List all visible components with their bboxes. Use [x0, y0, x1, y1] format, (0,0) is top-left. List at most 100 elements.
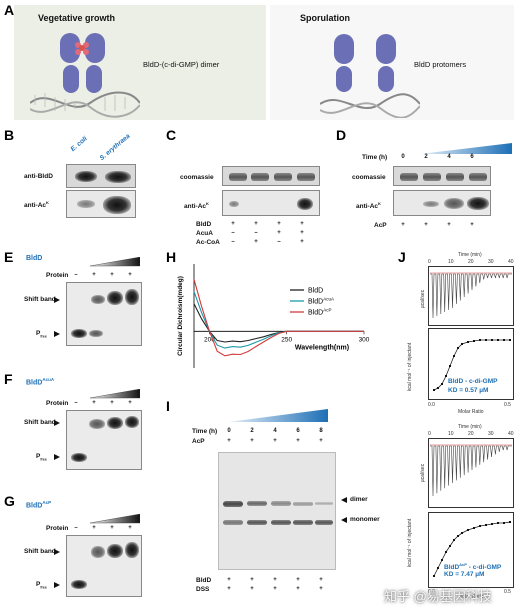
f-shift-arrow: [54, 420, 60, 426]
itc-fit-point: [503, 339, 505, 341]
panel-a-right-title: Sporulation: [300, 13, 350, 23]
panel-label-d: D: [336, 127, 347, 143]
i-time-label: Time (h): [192, 428, 218, 435]
j-time-tick: 20: [468, 259, 474, 265]
protein-value: +: [92, 525, 96, 531]
j-top-name: BldD - c-di-GMP: [448, 378, 498, 385]
d-time-value: 6: [470, 154, 474, 160]
j-bottom-name-rest: - c-di-GMP: [466, 564, 502, 572]
j-bottom-raw-trace: [430, 444, 512, 497]
panel-a-left-title: Vegetative growth: [38, 13, 116, 23]
cd-series-line: [193, 279, 364, 357]
protein-value: +: [92, 272, 96, 278]
i-time-value: 4: [273, 428, 277, 434]
f-title-text: BldD: [26, 379, 43, 387]
e-pfree-arrow: [54, 331, 60, 337]
j-bottom-ratio-0: 0.0: [428, 589, 435, 595]
i-cell: +: [319, 577, 323, 583]
protein-value: +: [128, 525, 132, 531]
itc-fit-point: [461, 343, 463, 345]
j-bottom-name: BldDAcP - c-di-GMP: [444, 562, 501, 571]
cd-x-tick-label: 300: [359, 336, 370, 343]
itc-fit-point: [445, 375, 447, 377]
d-acp-value: +: [401, 222, 405, 228]
e-title: BldD: [26, 255, 43, 262]
cd-legend-label: BldDAcP: [308, 308, 331, 317]
j-top-bottom-xlabel: Molar Ratio: [458, 409, 484, 415]
g-shift-label: Shift band: [24, 548, 56, 555]
panel-a-right-caption: BldD protomers: [414, 60, 467, 69]
f-pfree-arrow: [54, 454, 60, 460]
f-pfree-text: P: [36, 453, 41, 460]
cd-legend-sup: AcP: [323, 308, 331, 313]
itc-fit-point: [473, 340, 475, 342]
i-cell: +: [296, 586, 300, 592]
itc-fit-point: [497, 522, 499, 524]
c-cell: +: [277, 221, 281, 227]
f-title-sup: AcuA: [42, 377, 55, 382]
dna-protomers-illustration: [320, 34, 420, 118]
g-gel: [66, 535, 142, 597]
cd-series-line: [193, 303, 364, 343]
itc-fit-point: [479, 339, 481, 341]
b-blot-bldd: [66, 164, 136, 188]
itc-fit-point: [491, 523, 493, 525]
c-row-name: BldD: [196, 221, 212, 228]
c-cell: +: [300, 239, 304, 245]
j-bottom-ylabel-fit: kcal mol⁻¹ of injectant: [407, 518, 414, 568]
j-time-tick: 0: [428, 431, 431, 437]
e-pfree-text: P: [36, 330, 41, 337]
i-monomer-arrow: [341, 517, 347, 523]
j-time-tick: 10: [448, 259, 454, 265]
itc-fit-point: [449, 545, 451, 547]
i-time-value: 2: [250, 428, 254, 434]
b-col-ecoli: E. coli: [69, 135, 89, 153]
f-gradient-triangle: [90, 389, 140, 399]
d-time-value: 0: [401, 154, 405, 160]
j-top-xlabel: Time (min): [458, 252, 482, 258]
protein-value: –: [74, 525, 78, 531]
j-bottom-name-sup: AcP: [459, 562, 467, 567]
c-row-name: Ac-CoA: [196, 239, 220, 246]
itc-raw-path: [430, 273, 512, 319]
d-time-value: 4: [447, 154, 451, 160]
protein-value: +: [110, 525, 114, 531]
g-title: BldDAcP: [26, 500, 51, 509]
j-top-fit-curve: [433, 339, 511, 391]
itc-fit-point: [509, 521, 511, 523]
cd-chart: 200 250 300 Wavelength(nm) Circular Dichrois…: [177, 264, 370, 368]
j-bottom-raw-box: [428, 438, 514, 508]
protein-value: +: [110, 400, 114, 406]
itc-fit-point: [433, 575, 435, 577]
d-acp-value: +: [470, 222, 474, 228]
b-row-anti-ac: anti-AcK: [24, 200, 49, 210]
itc-bottom: 0 10 20 30 40 Time (min) BldDAcP - c-di-GMP …: [428, 424, 514, 600]
cd-legend-sup: AcuA: [323, 297, 334, 302]
protein-value: –: [74, 272, 78, 278]
itc-fit-point: [509, 339, 511, 341]
c-blot-coomassie: [222, 166, 320, 186]
itc-fit-point: [503, 522, 505, 524]
i-cell: +: [227, 586, 231, 592]
i-acp-value: +: [227, 438, 231, 444]
j-bottom-ylabel-raw: µcal/sec: [420, 463, 427, 483]
i-gel: [218, 452, 336, 570]
c-cell: –: [277, 239, 281, 245]
i-acp-value: +: [250, 438, 254, 444]
i-time-value: 8: [319, 428, 323, 434]
j-bottom-xlabel-time: Time (min): [458, 424, 482, 430]
itc-fit-point: [437, 567, 439, 569]
c-row-anti-ac-text: anti-Ac: [184, 203, 207, 211]
i-monomer-label: monomer: [350, 516, 380, 523]
j-time-tick: 30: [488, 259, 494, 265]
c-cell: +: [254, 221, 258, 227]
i-acp-value: +: [319, 438, 323, 444]
cd-x-tick-label: 250: [281, 336, 292, 343]
itc-fit-point: [461, 532, 463, 534]
d-acp-value: +: [424, 222, 428, 228]
j-bottom-name-text: BldD: [444, 564, 460, 572]
panel-label-j: J: [398, 249, 406, 265]
d-time-label: Time (h): [362, 154, 388, 161]
c-row-anti-ac: anti-AcK: [184, 201, 209, 211]
i-acp-label: AcP: [192, 438, 205, 445]
